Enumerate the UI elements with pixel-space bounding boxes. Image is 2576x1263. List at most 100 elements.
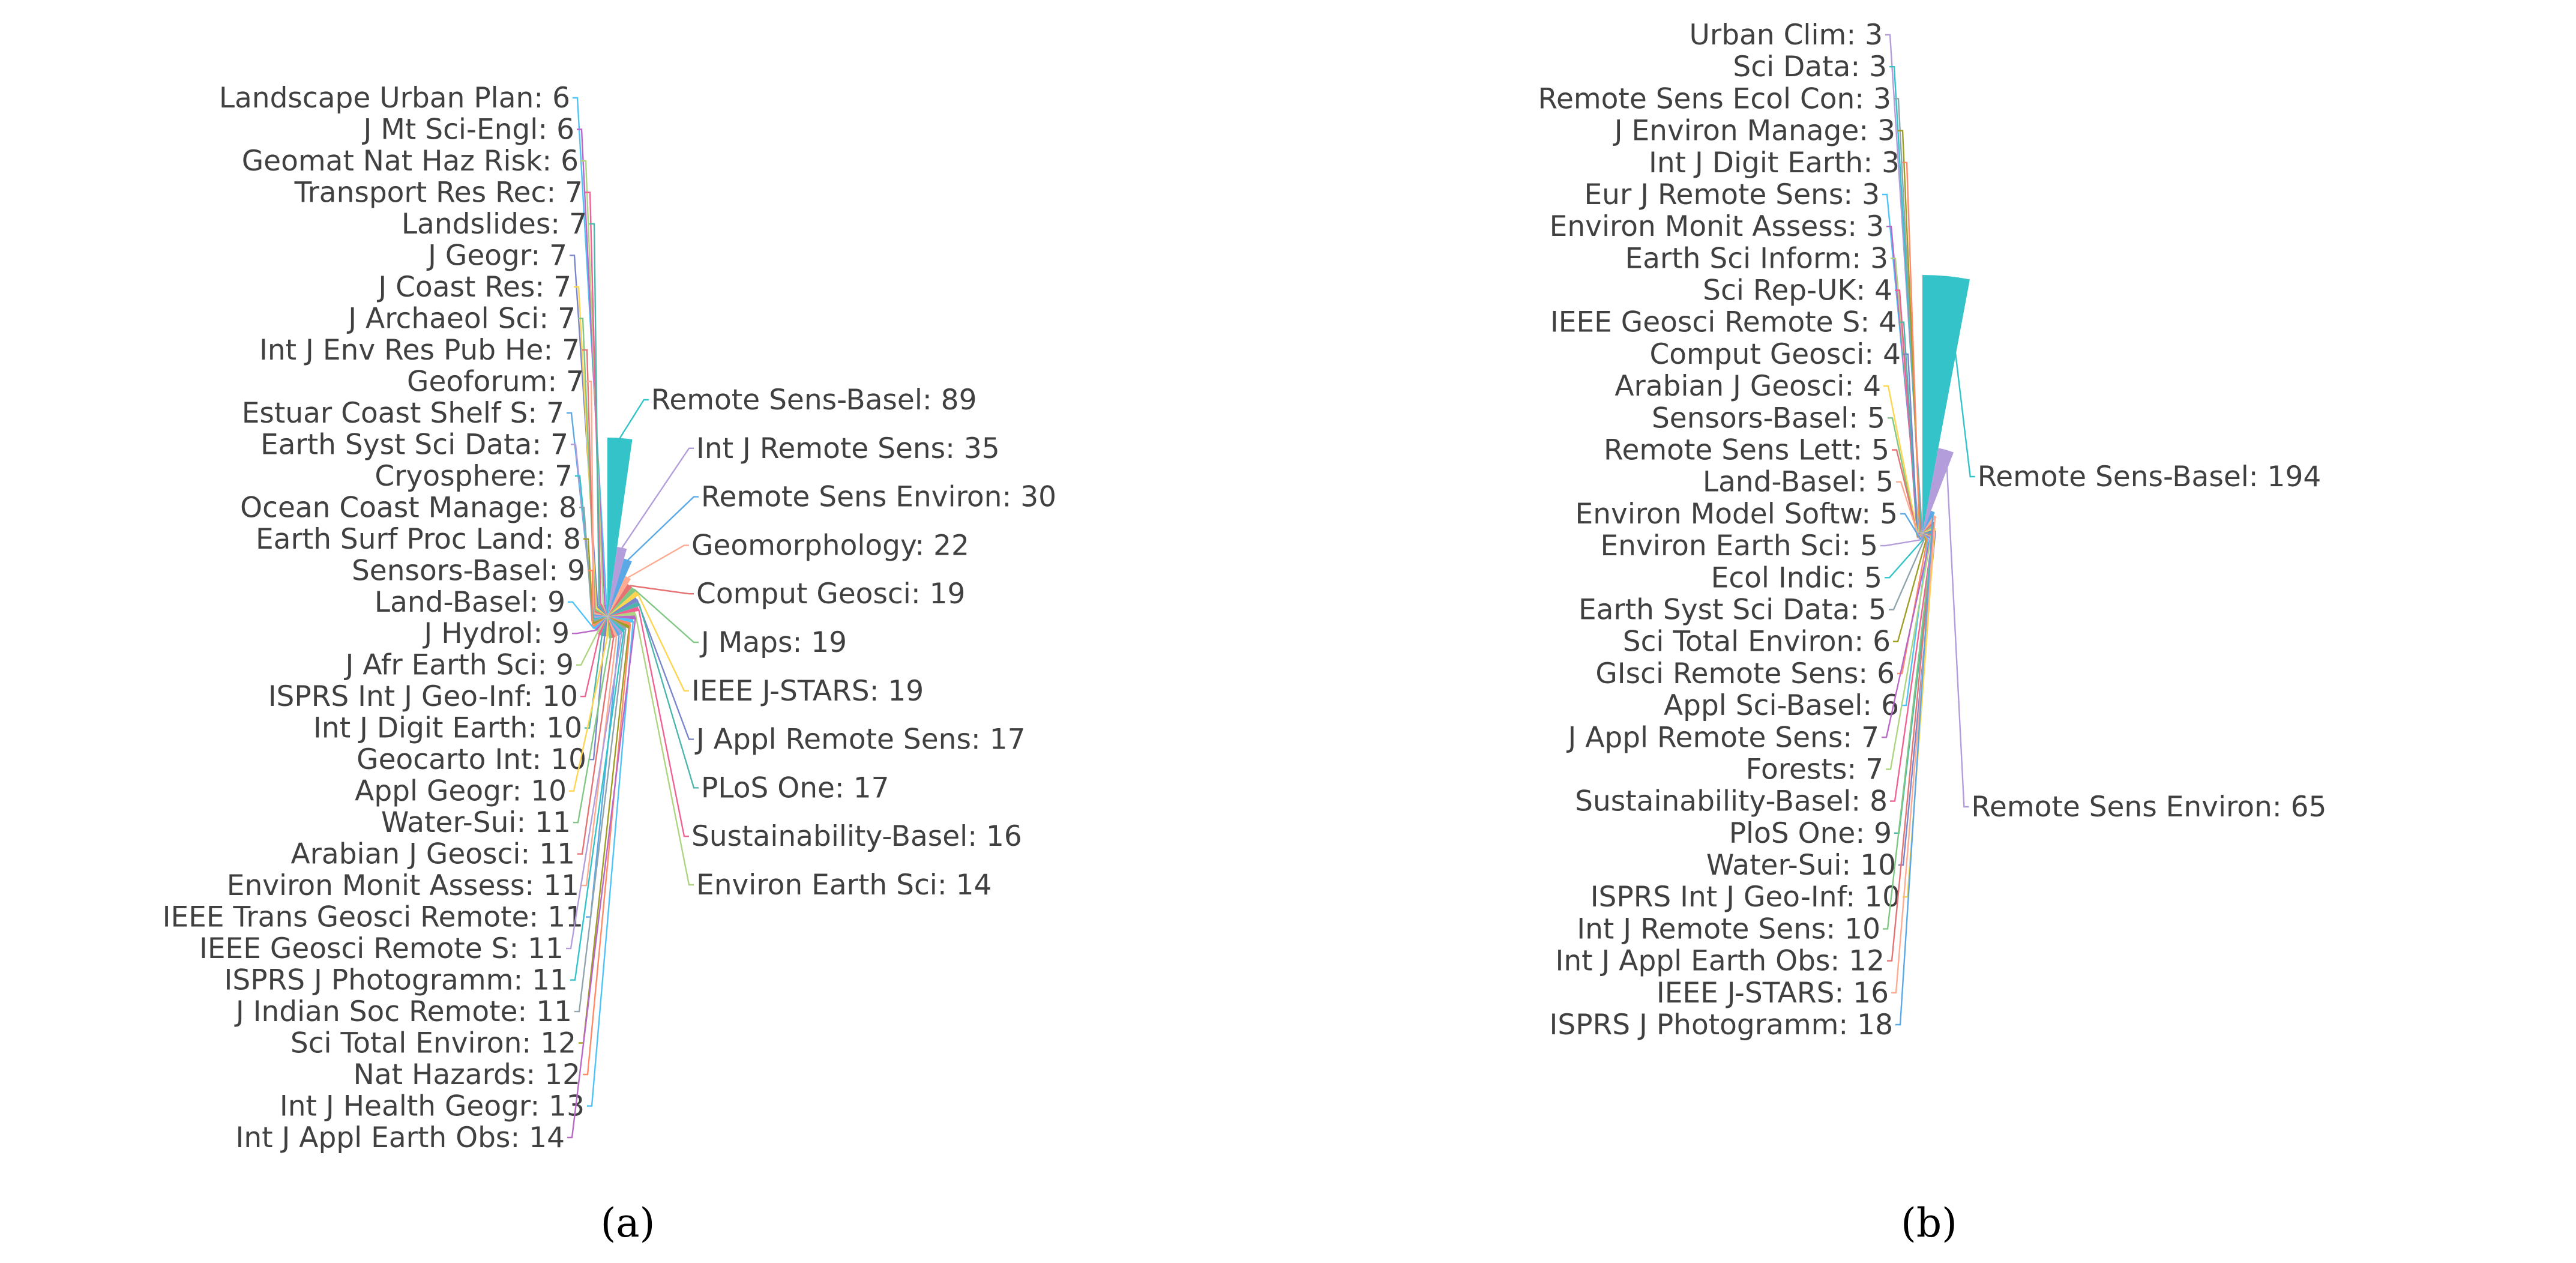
- slice-label-a-ocean-coast-manage: Ocean Coast Manage: 8: [240, 491, 577, 524]
- wedge-a-earth-surf-proc-land: [592, 616, 607, 625]
- wedge-a-geomat-nat-haz-risk: [602, 604, 607, 616]
- slice-label-b-earth-syst-sci-data: Earth Syst Sci Data: 5: [1578, 594, 1886, 627]
- slice-label-b-isprs-j-photogramm: ISPRS J Photogramm: 18: [1550, 1008, 1893, 1041]
- leader-line-a-isprs-int-j-geo-inf: [580, 635, 600, 698]
- slice-label-b-int-j-appl-earth-obs: Int J Appl Earth Obs: 12: [1555, 945, 1885, 978]
- leader-line-a-int-j-appl-earth-obs: [567, 617, 636, 1139]
- leader-line-a-remote-sens-environ: [627, 496, 699, 561]
- wedge-a-geocarto-int: [603, 616, 607, 637]
- wedge-a-isprs-j-photogramm: [607, 616, 625, 633]
- slice-label-b-plos-one: PloS One: 9: [1729, 817, 1892, 850]
- wedge-a-sci-total-environ: [607, 616, 630, 629]
- leader-line-b-int-j-remote-sens: [1883, 526, 1934, 930]
- slice-label-a-j-hydrol: J Hydrol: 9: [422, 617, 570, 650]
- wedge-a-land-basel: [593, 616, 607, 630]
- leader-line-b-earth-syst-sci-data: [1889, 539, 1925, 610]
- wedge-a-isprs-int-j-geo-inf: [598, 616, 607, 636]
- wedge-b-environ-model-softw: [1920, 533, 1922, 540]
- slice-label-a-water-sui: Water-Sui: 11: [381, 806, 571, 839]
- leader-line-a-j-hydrol: [572, 629, 596, 635]
- leader-line-a-comput-geosci: [630, 585, 694, 595]
- slice-label-b-int-j-remote-sens: Int J Remote Sens: 10: [1577, 912, 1880, 945]
- slice-label-b-sci-total-environ: Sci Total Environ: 6: [1623, 625, 1891, 659]
- wedge-b-eur-j-remote-sens: [1919, 530, 1922, 533]
- leader-line-b-arabian-j-geosci: [1883, 385, 1919, 536]
- wedge-a-int-j-appl-earth-obs: [607, 615, 636, 619]
- slice-label-a-ieee-geosci-remote-s: IEEE Geosci Remote S: 11: [199, 932, 564, 965]
- wedge-b-ecol-indic: [1922, 533, 1924, 540]
- slice-label-b-earth-sci-inform: Earth Sci Inform: 3: [1625, 242, 1888, 275]
- rose-chart-panel-b: Remote Sens-Basel: 194 Remote Sens Enviro…: [1538, 19, 2326, 1041]
- wedge-a-j-hydrol: [595, 616, 607, 632]
- slice-label-a-landscape-urban-plan: Landscape Urban Plan: 6: [219, 82, 570, 115]
- wedge-a-arabian-j-geosci: [607, 616, 615, 639]
- leader-line-a-remote-sens-basel: [619, 399, 649, 439]
- wedge-a-j-afr-earth-sci: [597, 616, 607, 633]
- slice-label-a-environ-monit-assess: Environ Monit Assess: 11: [227, 869, 579, 902]
- leader-line-a-ieee-geosci-remote-s: [566, 633, 622, 950]
- panel-label-b: (b): [1901, 1200, 1957, 1246]
- wedge-b-forests: [1922, 533, 1931, 537]
- slice-label-a-int-j-health-geogr: Int J Health Geogr: 13: [280, 1090, 585, 1123]
- leader-line-a-sensors-basel: [588, 570, 594, 627]
- leader-line-b-forests: [1886, 536, 1932, 770]
- leader-line-b-ecol-indic: [1885, 539, 1924, 579]
- wedge-a-environ-earth-sci: [607, 611, 636, 616]
- leader-line-a-earth-surf-proc-land: [583, 538, 594, 624]
- leader-line-a-environ-monit-assess: [582, 636, 618, 887]
- leader-line-a-landslides: [589, 223, 600, 606]
- slice-label-b-gisci-remote-sens: GIsci Remote Sens: 6: [1595, 657, 1895, 690]
- slice-label-b-isprs-int-j-geo-inf: ISPRS Int J Geo-Inf: 10: [1590, 881, 1900, 914]
- wedge-a-j-archaeol-sci: [594, 608, 607, 616]
- slice-label-a-j-archaeol-sci: J Archaeol Sci: 7: [346, 302, 576, 335]
- wedge-b-int-j-remote-sens: [1922, 525, 1934, 533]
- leader-line-b-remote-sens-environ: [1945, 450, 1969, 808]
- slice-label-a-isprs-j-photogramm: ISPRS J Photogramm: 11: [224, 964, 568, 997]
- wedge-b-isprs-j-photogramm: [1922, 510, 1935, 533]
- wedge-a-ocean-coast-manage: [592, 616, 607, 623]
- wedge-a-ieee-geosci-remote-s: [607, 616, 623, 635]
- slice-label-a-nat-hazards: Nat Hazards: 12: [354, 1058, 580, 1091]
- wedge-a-j-geogr: [597, 606, 607, 616]
- wedge-a-j-appl-remote-sens: [607, 597, 639, 616]
- slice-label-a-transport-res-rec: Transport Res Rec: 7: [294, 176, 583, 209]
- wedge-a-landslides: [598, 604, 607, 616]
- wedge-b-j-environ-manage: [1919, 529, 1922, 533]
- wedge-a-geomorphology: [607, 576, 631, 616]
- slice-label-a-earth-surf-proc-land: Earth Surf Proc Land: 8: [256, 523, 581, 556]
- wedge-b-sci-rep-uk: [1917, 532, 1922, 534]
- slice-label-a-int-j-env-res-pub-he: Int J Env Res Pub He: 7: [259, 334, 580, 367]
- slice-label-a-int-j-remote-sens: Int J Remote Sens: 35: [696, 432, 1000, 465]
- leader-line-b-isprs-j-photogramm: [1895, 511, 1934, 1026]
- wedge-b-appl-sci-basel: [1922, 533, 1929, 539]
- slice-label-a-comput-geosci: Comput Geosci: 19: [696, 577, 965, 610]
- slice-label-b-j-appl-remote-sens: J Appl Remote Sens: 7: [1566, 721, 1879, 754]
- wedge-b-sci-total-environ: [1922, 533, 1927, 541]
- slice-label-b-arabian-j-geosci: Arabian J Geosci: 4: [1615, 370, 1881, 403]
- wedge-a-j-maps: [607, 587, 636, 616]
- slice-label-b-land-basel: Land-Basel: 5: [1703, 466, 1894, 499]
- slice-label-a-remote-sens-environ: Remote Sens Environ: 30: [701, 481, 1056, 514]
- slice-label-a-earth-syst-sci-data: Earth Syst Sci Data: 7: [260, 428, 568, 461]
- wedge-a-landscape-urban-plan: [606, 604, 607, 616]
- slice-label-a-j-appl-remote-sens: J Appl Remote Sens: 17: [694, 723, 1026, 756]
- wedge-a-earth-syst-sci-data: [593, 616, 607, 618]
- leader-line-a-ieee-j-stars: [637, 592, 689, 692]
- slice-label-a-geomat-nat-haz-risk: Geomat Nat Haz Risk: 6: [242, 145, 579, 178]
- slice-label-b-sci-data: Sci Data: 3: [1733, 50, 1887, 83]
- wedge-a-j-coast-res: [595, 607, 607, 616]
- wedge-a-ieee-trans-geosci-remote: [607, 616, 621, 636]
- leader-line-b-ieee-geosci-remote-s: [1899, 321, 1918, 534]
- slice-label-b-sci-rep-uk: Sci Rep-UK: 4: [1703, 274, 1892, 307]
- slice-label-b-water-sui: Water-Sui: 10: [1706, 849, 1896, 882]
- slice-label-a-appl-geogr: Appl Geogr: 10: [355, 775, 567, 808]
- panel-label-a: (a): [601, 1200, 655, 1246]
- wedge-a-transport-res-rec: [600, 603, 607, 616]
- wedge-a-j-mt-sci-engl: [604, 604, 607, 616]
- slice-label-b-int-j-digit-earth: Int J Digit Earth: 3: [1649, 146, 1900, 179]
- wedge-b-earth-syst-sci-data: [1922, 533, 1925, 540]
- wedge-b-earth-sci-inform: [1918, 532, 1922, 533]
- slice-label-a-geomorphology: Geomorphology: 22: [691, 529, 969, 562]
- slice-label-a-int-j-appl-earth-obs: Int J Appl Earth Obs: 14: [235, 1121, 565, 1154]
- wedge-b-int-j-digit-earth: [1919, 530, 1922, 533]
